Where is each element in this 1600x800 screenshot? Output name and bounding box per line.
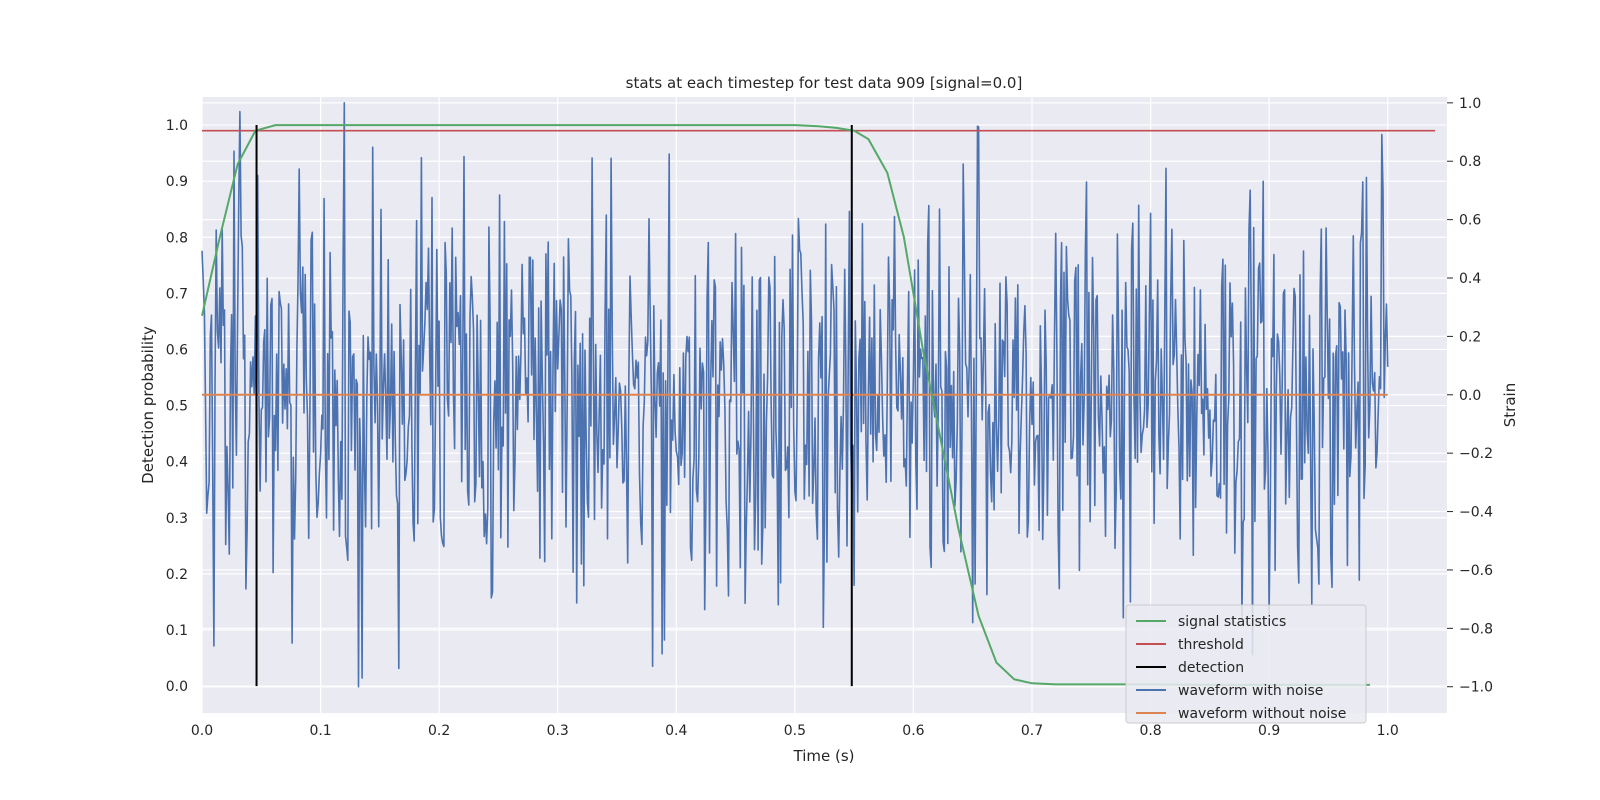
- x-tick-label: 0.8: [1139, 723, 1161, 739]
- x-tick-label: 0.6: [902, 723, 924, 739]
- y2-tick-label: 0.4: [1459, 271, 1481, 287]
- chart-title: stats at each timestep for test data 909…: [626, 74, 1023, 92]
- x-axis-label: Time (s): [793, 747, 855, 765]
- x-tick-label: 0.9: [1258, 723, 1280, 739]
- y2-tick-label: −0.2: [1459, 446, 1493, 462]
- y-tick-label: 0.3: [166, 511, 188, 527]
- y2-tick-label: −0.4: [1459, 505, 1493, 521]
- legend-label: waveform with noise: [1178, 683, 1323, 699]
- legend-frame: [1125, 604, 1367, 724]
- legend-label: threshold: [1178, 637, 1244, 653]
- y2-tick-label: 0.6: [1459, 213, 1481, 229]
- x-tick-label: 0.2: [428, 723, 450, 739]
- x-tick-label: 0.3: [547, 723, 569, 739]
- series-signal-statistics: [201, 124, 1370, 686]
- y2-tick-label: −1.0: [1459, 680, 1493, 696]
- x-tick-label: 0.1: [309, 723, 331, 739]
- y-tick-label: 0.1: [166, 623, 188, 639]
- legend: signal statistics threshold detection wavef…: [1125, 604, 1367, 724]
- x-tick-label: 0.0: [191, 723, 213, 739]
- x-tick-label: 0.7: [1021, 723, 1043, 739]
- y-tick-label: 1.0: [166, 118, 188, 134]
- y-axis-label: Detection probability: [139, 326, 157, 484]
- x-tick-label: 0.4: [665, 723, 687, 739]
- y-tick-label: 0.8: [166, 230, 188, 246]
- y2-tick-label: 1.0: [1459, 96, 1481, 112]
- y2-tick-label: −0.6: [1459, 563, 1493, 579]
- y-tick-label: 0.6: [166, 342, 188, 358]
- legend-label: waveform without noise: [1178, 706, 1346, 722]
- y-tick-label: 0.0: [166, 679, 188, 695]
- y-axis-left: 0.0 0.1 0.2 0.3 0.4 0.5 0.6 0.7 0.8 0.9 1.0: [166, 118, 188, 695]
- y-tick-label: 0.2: [166, 567, 188, 583]
- x-tick-label: 1.0: [1377, 723, 1399, 739]
- series-layer: [201, 102, 1436, 688]
- y2-axis-label: Strain: [1501, 383, 1519, 427]
- y2-tick-label: −0.8: [1459, 621, 1493, 637]
- y-axis-right: −1.0 −0.8 −0.6 −0.4 −0.2 0.0 0.2 0.4 0.6 0.8 1.0: [1447, 96, 1493, 696]
- y-tick-label: 0.9: [166, 174, 188, 190]
- y2-tick-label: 0.2: [1459, 329, 1481, 345]
- y-tick-label: 0.5: [166, 399, 188, 415]
- x-tick-label: 0.5: [784, 723, 806, 739]
- legend-label: signal statistics: [1178, 614, 1286, 630]
- y-tick-label: 0.7: [166, 286, 188, 302]
- x-axis: 0.0 0.1 0.2 0.3 0.4 0.5 0.6 0.7 0.8 0.9 1.0: [191, 723, 1399, 739]
- y2-tick-label: 0.0: [1459, 388, 1481, 404]
- y-tick-label: 0.4: [166, 455, 188, 471]
- y2-tick-label: 0.8: [1459, 154, 1481, 170]
- series-waveform-with-noise: [201, 102, 1389, 688]
- legend-label: detection: [1178, 660, 1244, 676]
